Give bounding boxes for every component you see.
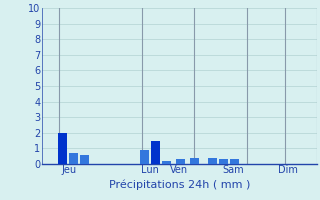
Bar <box>176 159 185 164</box>
Bar <box>80 155 89 164</box>
Bar <box>151 141 160 164</box>
Bar <box>230 159 239 164</box>
Bar <box>219 159 228 164</box>
Bar <box>208 158 217 164</box>
Bar <box>190 158 199 164</box>
Bar <box>163 161 171 164</box>
Bar <box>58 133 67 164</box>
X-axis label: Précipitations 24h ( mm ): Précipitations 24h ( mm ) <box>108 180 250 190</box>
Bar <box>140 150 149 164</box>
Bar <box>69 153 78 164</box>
